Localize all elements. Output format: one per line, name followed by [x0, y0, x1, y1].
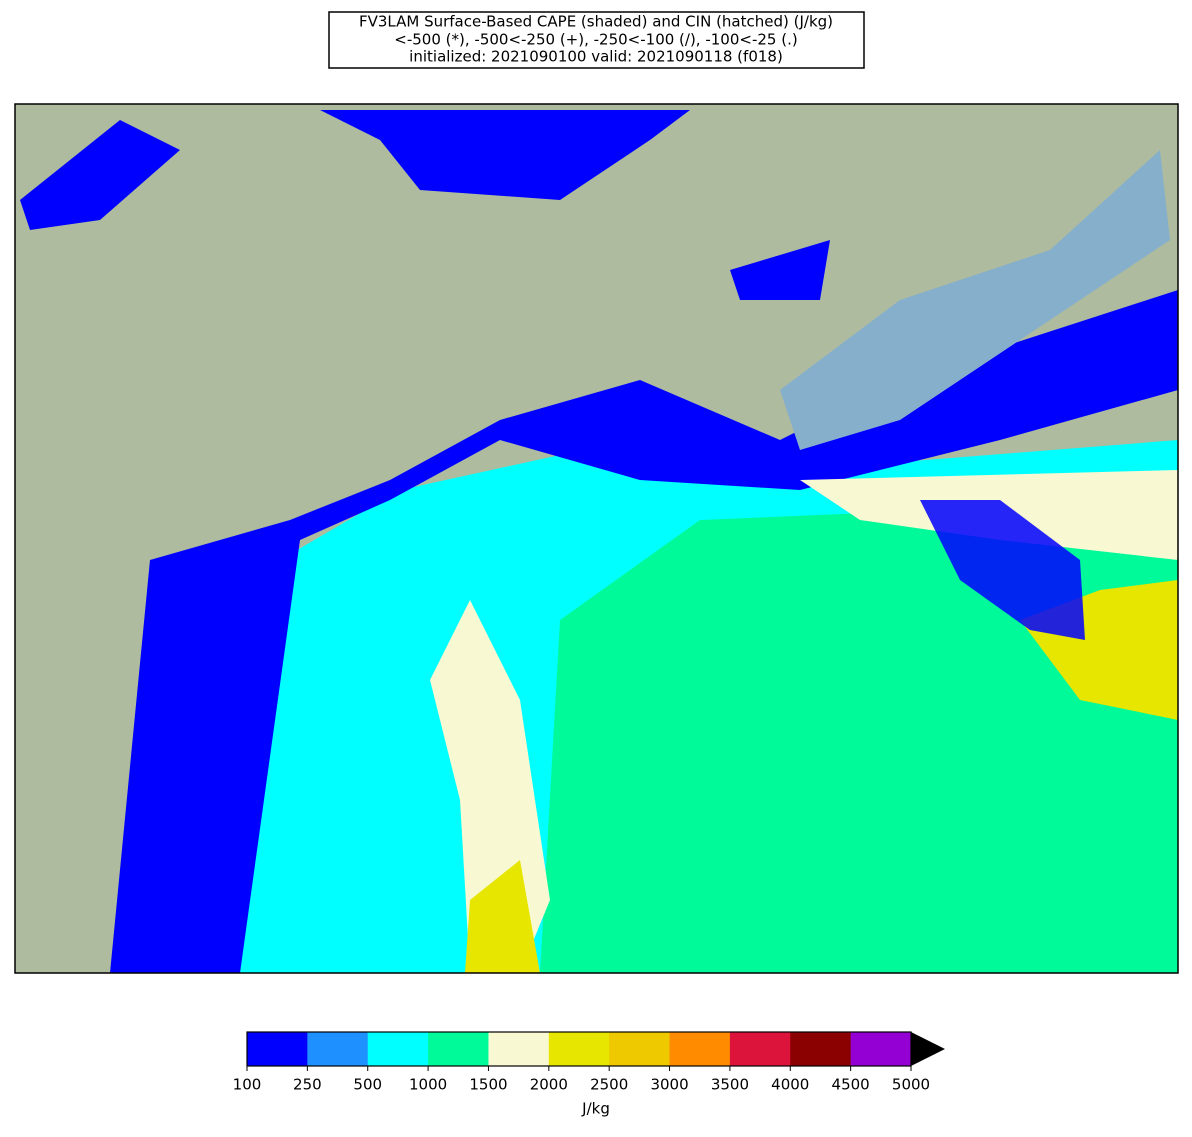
- colorbar-segment: [729, 1032, 791, 1066]
- colorbar-tick-label: 3500: [711, 1076, 749, 1094]
- colorbar-segment: [488, 1032, 550, 1066]
- cape-area: [540, 500, 1178, 973]
- colorbar-segment: [247, 1032, 308, 1066]
- cape-area: [465, 860, 540, 973]
- colorbar-tick-label: 2500: [590, 1076, 628, 1094]
- map: [14, 103, 1179, 974]
- cape-area: [20, 120, 180, 230]
- colorbar-segment: [428, 1032, 489, 1066]
- colorbar-tick-label: 5000: [892, 1076, 930, 1094]
- colorbar-segment: [609, 1032, 671, 1066]
- colorbar-segment: [307, 1032, 369, 1066]
- map-frame: [14, 103, 1179, 974]
- colorbar-segment: [367, 1032, 429, 1066]
- colorbar-frame: [246, 1031, 912, 1067]
- title-line: <-500 (*), -500<-250 (+), -250<-100 (/),…: [394, 31, 797, 49]
- colorbar-tick-label: 4000: [771, 1076, 809, 1094]
- colorbar-tick-label: 2000: [530, 1076, 568, 1094]
- colorbar-segment: [669, 1032, 731, 1066]
- cape-area: [730, 240, 830, 300]
- cape-area: [320, 110, 690, 200]
- title-line: FV3LAM Surface-Based CAPE (shaded) and C…: [359, 13, 833, 31]
- colorbar-segment: [850, 1032, 912, 1066]
- colorbar-tick-label: 500: [353, 1076, 382, 1094]
- colorbar-tick-label: 250: [293, 1076, 322, 1094]
- colorbar-tick-label: 1500: [469, 1076, 507, 1094]
- cape-area: [920, 500, 1085, 640]
- water: [780, 150, 1170, 450]
- colorbar-extend: [911, 1032, 945, 1066]
- title-line: initialized: 2021090100 valid: 202109011…: [409, 48, 783, 66]
- colorbar-tick-label: 3000: [650, 1076, 688, 1094]
- colorbar-label: J/kg: [581, 1100, 610, 1118]
- colorbar-segment: [790, 1032, 852, 1066]
- colorbar: 100 250 500 1000 1500 2000 2500 3000 3500 4000 450…: [233, 1031, 945, 1094]
- title-box: [328, 11, 865, 69]
- colorbar-tick-label: 4500: [832, 1076, 870, 1094]
- colorbar-tick-label: 100: [233, 1076, 262, 1094]
- colorbar-tick-label: 1000: [409, 1076, 447, 1094]
- colorbar-segment: [548, 1032, 610, 1066]
- cape-area: [110, 290, 1178, 973]
